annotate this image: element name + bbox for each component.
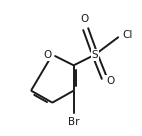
Text: Br: Br [68, 117, 79, 127]
Text: Cl: Cl [122, 30, 133, 40]
Text: O: O [43, 50, 52, 60]
Text: O: O [80, 14, 88, 24]
Text: O: O [106, 76, 115, 86]
Text: S: S [92, 50, 98, 60]
